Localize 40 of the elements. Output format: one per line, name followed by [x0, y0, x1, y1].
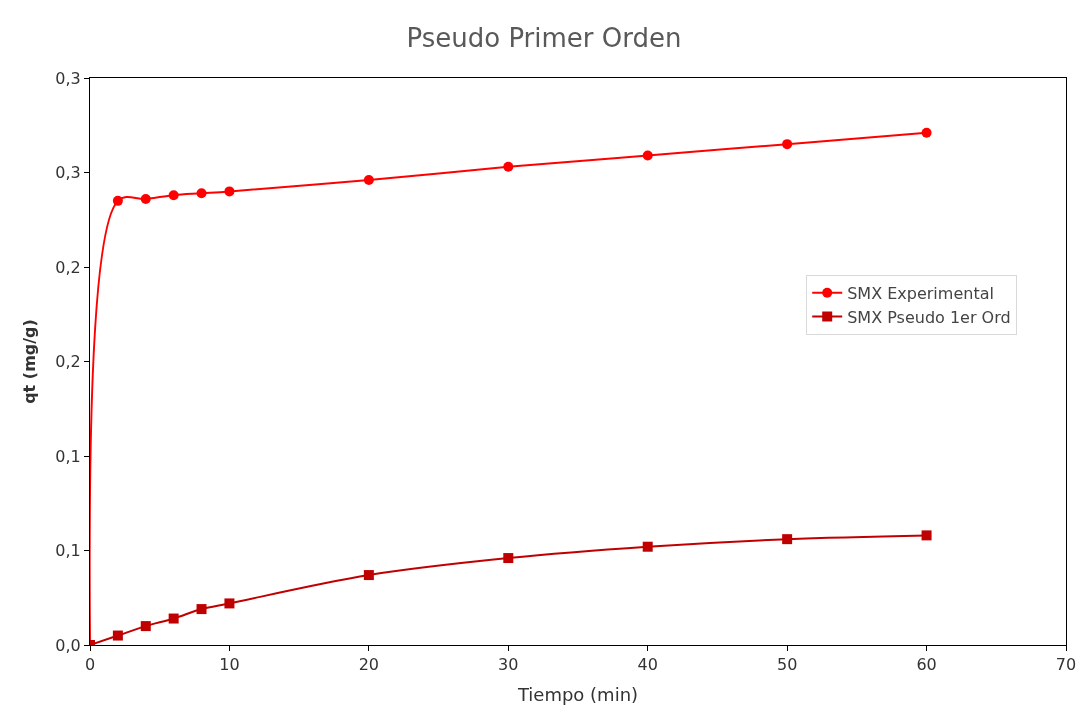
point	[642, 541, 653, 552]
point	[196, 604, 207, 615]
x-tick-label: 40	[637, 655, 658, 675]
point	[363, 175, 374, 186]
y-tick-label: 0,3	[55, 68, 81, 88]
x-tick-label: 50	[776, 655, 798, 675]
point	[503, 161, 514, 172]
point	[782, 534, 793, 545]
x-tick-label: 70	[1055, 655, 1077, 675]
point	[921, 530, 932, 541]
y-axis-title: qt (mg/g)	[20, 319, 40, 404]
point	[363, 570, 374, 581]
point	[782, 139, 793, 150]
point	[224, 598, 235, 609]
y-tick-label: 0,1	[55, 541, 81, 561]
y-tick-label: 0,2	[55, 352, 81, 372]
x-tick-label: 30	[498, 655, 519, 675]
legend-label: SMX Pseudo 1er Ord	[847, 307, 1011, 327]
x-tick-label: 10	[219, 655, 240, 675]
point	[503, 553, 514, 564]
point	[196, 188, 207, 199]
point	[140, 193, 151, 204]
y-tick-label: 0,0	[55, 635, 81, 655]
x-tick-label: 20	[358, 655, 380, 675]
point	[140, 621, 151, 632]
point	[112, 195, 123, 206]
point	[168, 190, 179, 201]
point	[642, 150, 653, 161]
point	[224, 186, 235, 197]
legend-label: SMX Experimental	[847, 283, 994, 303]
x-tick-label: 60	[916, 655, 937, 675]
y-tick-label: 0,3	[55, 163, 81, 183]
chart-title: Pseudo Primer Orden	[406, 22, 682, 53]
y-tick-label: 0,2	[55, 257, 81, 277]
x-tick-label: 0	[84, 655, 96, 675]
point	[168, 613, 179, 624]
y-tick-label: 0,1	[55, 446, 81, 466]
point	[921, 127, 932, 138]
x-axis-title: Tiempo (min)	[516, 684, 639, 706]
point	[112, 630, 123, 641]
